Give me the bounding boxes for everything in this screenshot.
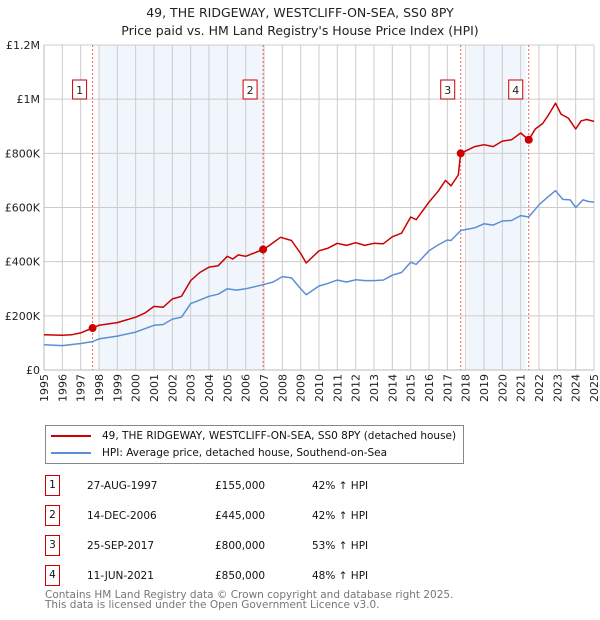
x-tick-label: 2021 xyxy=(515,374,528,402)
sale-date: 11-JUN-2021 xyxy=(87,570,154,582)
x-tick-label: 2003 xyxy=(185,374,198,402)
sale-hpi-change: 42% ↑ HPI xyxy=(312,510,369,522)
legend-label: HPI: Average price, detached house, Sout… xyxy=(102,447,388,459)
legend-item-property: 49, THE RIDGEWAY, WESTCLIFF-ON-SEA, SS0 … xyxy=(51,428,456,444)
sale-hpi-change: 42% ↑ HPI xyxy=(312,480,369,492)
sale-price: £800,000 xyxy=(215,540,266,552)
sale-point xyxy=(259,245,268,254)
sale-number-badge: 4 xyxy=(45,565,60,586)
y-tick-label: £0 xyxy=(26,364,40,377)
legend-label: 49, THE RIDGEWAY, WESTCLIFF-ON-SEA, SS0 … xyxy=(102,430,457,442)
legend: 49, THE RIDGEWAY, WESTCLIFF-ON-SEA, SS0 … xyxy=(45,425,464,464)
chart-subtitle: Price paid vs. HM Land Registry's House … xyxy=(121,23,479,38)
y-tick-label: £1M xyxy=(17,93,41,106)
table-row: 1 27-AUG-1997 £155,000 42% ↑ HPI xyxy=(45,475,465,499)
legend-swatch-blue xyxy=(51,452,91,454)
sale-hpi-change: 53% ↑ HPI xyxy=(312,540,369,552)
x-tick-label: 2023 xyxy=(551,374,564,402)
x-tick-label: 1999 xyxy=(111,374,124,402)
sale-marker-label: 2 xyxy=(247,84,254,97)
x-tick-label: 1995 xyxy=(38,374,51,402)
sale-marker-box xyxy=(242,79,258,100)
x-tick-label: 2018 xyxy=(460,374,473,402)
sale-hpi-change: 48% ↑ HPI xyxy=(312,570,369,582)
sale-point xyxy=(88,324,97,333)
footer-copyright: Contains HM Land Registry data © Crown c… xyxy=(45,589,454,601)
x-tick-label: 2007 xyxy=(258,374,271,402)
x-tick-label: 2015 xyxy=(405,374,418,402)
y-tick-label: £1.2M xyxy=(6,39,40,52)
sale-marker-label: 3 xyxy=(444,84,451,97)
table-row: 3 25-SEP-2017 £800,000 53% ↑ HPI xyxy=(45,535,465,559)
x-tick-label: 1996 xyxy=(56,374,69,402)
sale-price: £445,000 xyxy=(215,510,266,522)
y-tick-label: £400K xyxy=(5,256,41,269)
x-tick-label: 2006 xyxy=(240,374,253,402)
table-row: 4 11-JUN-2021 £850,000 48% ↑ HPI xyxy=(45,565,465,589)
x-tick-label: 2010 xyxy=(313,374,326,402)
x-tick-label: 2005 xyxy=(221,374,234,402)
sale-marker-label: 1 xyxy=(76,84,83,97)
x-tick-label: 2009 xyxy=(295,374,308,402)
sale-date: 27-AUG-1997 xyxy=(87,480,158,492)
sale-point xyxy=(524,135,533,144)
price-chart: 1995 1996 1997 1998 1999 2000 2001 2002 2003 2004… xyxy=(5,39,600,402)
x-tick-label: 2020 xyxy=(496,374,509,402)
x-tick-label: 2024 xyxy=(570,374,583,402)
x-tick-label: 2004 xyxy=(203,374,216,402)
hpi-line xyxy=(43,189,595,347)
x-tick-label: 2001 xyxy=(148,374,161,402)
x-tick-label: 1997 xyxy=(75,374,88,402)
sale-price: £155,000 xyxy=(215,480,266,492)
x-tick-label: 2017 xyxy=(441,374,454,402)
sale-number-badge: 3 xyxy=(45,535,60,556)
x-tick-label: 2002 xyxy=(166,374,179,402)
chart-title: 49, THE RIDGEWAY, WESTCLIFF-ON-SEA, SS0 … xyxy=(146,5,454,20)
sale-number-badge: 2 xyxy=(45,505,60,526)
x-tick-label: 2012 xyxy=(350,374,363,402)
sale-number-badge: 1 xyxy=(45,475,60,496)
y-tick-label: £600K xyxy=(5,202,41,215)
x-tick-label: 2013 xyxy=(368,374,381,402)
sale-marker-box xyxy=(440,79,456,100)
sale-date: 14-DEC-2006 xyxy=(87,510,157,522)
x-tick-label: 2014 xyxy=(386,374,399,402)
sale-price: £850,000 xyxy=(215,570,266,582)
sale-marker-label: 4 xyxy=(512,84,519,97)
y-tick-label: £200K xyxy=(5,310,41,323)
legend-swatch-red xyxy=(51,435,91,437)
sale-point xyxy=(456,149,465,158)
x-tick-label: 2016 xyxy=(423,374,436,402)
x-tick-label: 2025 xyxy=(588,374,600,402)
x-tick-label: 1998 xyxy=(93,374,106,402)
sale-date: 25-SEP-2017 xyxy=(87,540,155,552)
sale-marker-box xyxy=(72,79,88,100)
y-tick-label: £800K xyxy=(5,147,41,160)
x-tick-label: 2008 xyxy=(276,374,289,402)
x-tick-label: 2011 xyxy=(331,374,344,402)
x-tick-label: 2000 xyxy=(130,374,143,402)
legend-item-hpi: HPI: Average price, detached house, Sout… xyxy=(51,445,387,461)
footer-licence: This data is licensed under the Open Gov… xyxy=(45,599,380,611)
x-tick-label: 2019 xyxy=(478,374,491,402)
table-row: 2 14-DEC-2006 £445,000 42% ↑ HPI xyxy=(45,505,465,529)
sale-marker-box xyxy=(508,79,524,100)
x-tick-label: 2022 xyxy=(533,374,546,402)
